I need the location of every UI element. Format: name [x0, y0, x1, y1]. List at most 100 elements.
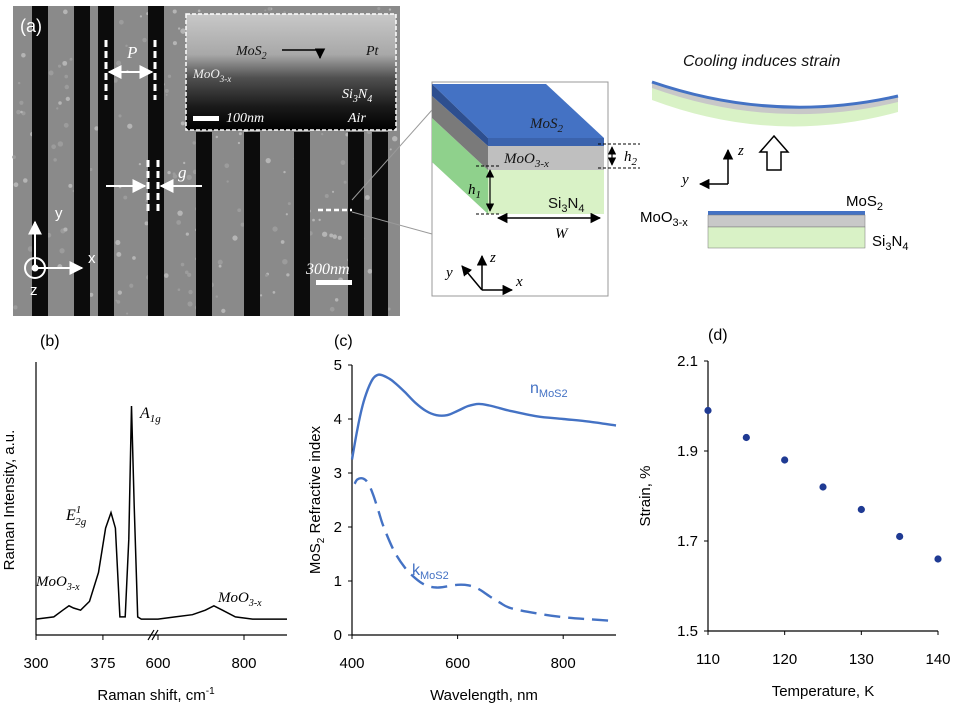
- sem-grain: [58, 101, 62, 105]
- sem-grain: [57, 141, 64, 147]
- sem-axes: y x z: [24, 205, 96, 299]
- sem-grain: [334, 298, 339, 302]
- index-y-tick-label: 0: [334, 627, 342, 644]
- sem-grain: [332, 234, 337, 239]
- index-x-tick-label: 800: [551, 655, 576, 672]
- sem-grain: [48, 70, 54, 76]
- sem-grain: [322, 231, 328, 237]
- inset-pt: Pt: [365, 44, 380, 59]
- inset-mos2: MoS2: [235, 44, 267, 62]
- panel-d-label: (d): [708, 327, 728, 344]
- sem-groove: [196, 132, 212, 316]
- sem-groove: [294, 132, 310, 316]
- panel-b-label: (b): [40, 333, 60, 350]
- sem-grain: [116, 300, 121, 304]
- strain-y-tick-label: 1.7: [677, 533, 698, 550]
- sem-groove: [244, 132, 260, 316]
- sem-grain: [59, 248, 65, 254]
- strain-si3n4: Si3N4: [872, 233, 908, 253]
- sem-grain: [27, 246, 34, 252]
- sem-grain: [215, 135, 219, 139]
- raman-chart: (b) 300 375 600 800 Raman Intensity, a.u. R…: [1, 333, 287, 704]
- strain-data-point: [857, 505, 865, 514]
- sem-grain: [343, 180, 347, 184]
- sem-grain: [180, 28, 186, 34]
- strain-x-tick-label: 130: [849, 651, 874, 668]
- sem-axis-z: z: [30, 282, 38, 299]
- strain-y-tick-label: 2.1: [677, 353, 698, 370]
- sem-grain: [237, 208, 242, 213]
- schematic-w: W: [555, 226, 569, 242]
- index-ylabel: MoS2 Refractive index: [307, 425, 327, 574]
- sem-grain: [167, 74, 172, 79]
- sem-grain: [167, 170, 171, 175]
- sem-grain: [64, 84, 70, 90]
- sem-scale-bar: 300nm: [305, 261, 352, 285]
- sem-grain: [125, 44, 128, 48]
- sem-scale-label: 300nm: [305, 261, 350, 278]
- sem-grain: [324, 193, 329, 198]
- sem-grain: [13, 182, 19, 188]
- k-series-label: kMoS2: [412, 562, 449, 582]
- peak-e2g-label: E1 2g: [65, 504, 87, 528]
- index-y-tick-label: 5: [334, 357, 342, 374]
- sem-grain: [265, 158, 271, 164]
- sem-grain: [65, 96, 70, 102]
- raman-x-tick-label: 600: [145, 655, 170, 672]
- zoom-lines: [351, 109, 433, 235]
- n-mos2-line: [350, 373, 617, 460]
- sem-grain: [142, 37, 147, 43]
- sem-grain: [177, 210, 183, 216]
- raman-spectrum-line: [35, 405, 287, 620]
- period-label: P: [126, 43, 137, 62]
- strain-data-point: [704, 406, 712, 415]
- sem-grain: [237, 141, 241, 145]
- sem-grain: [139, 15, 143, 18]
- schematic-mos2: MoS2: [529, 116, 564, 135]
- sem-grain: [117, 290, 122, 295]
- sem-grain: [172, 174, 178, 179]
- sem-grain: [165, 93, 168, 96]
- index-chart: (c) 0 1 2 3 4 5 400 600 800 nMoS2 kMoS2 MoS2 Ref…: [307, 333, 617, 704]
- sem-grain: [183, 175, 186, 178]
- sem-groove: [98, 6, 114, 316]
- sem-grain: [89, 292, 94, 297]
- k-mos2-line: [353, 477, 617, 623]
- inset-si3n4: Si3N4: [342, 87, 372, 105]
- sem-grain: [163, 273, 169, 278]
- schematic-h2: h2: [624, 149, 638, 168]
- schematic-axis-x: x: [515, 274, 523, 290]
- sem-grain: [176, 220, 182, 225]
- sem-grain: [126, 312, 129, 315]
- sem-grain: [240, 222, 245, 227]
- sem-grain: [21, 52, 26, 58]
- strain-x-tick-label: 140: [925, 651, 950, 668]
- sem-grain: [116, 251, 122, 257]
- sem-grain: [272, 291, 276, 294]
- sem-grain: [264, 9, 267, 12]
- sem-grain: [19, 100, 24, 105]
- sem-grain: [388, 8, 392, 11]
- sem-groove: [372, 132, 388, 316]
- sem-grain: [115, 240, 121, 246]
- sem-grain: [215, 295, 218, 298]
- sem-grain: [94, 126, 99, 131]
- index-y-tick-label: 2: [334, 519, 342, 536]
- sem-grain: [232, 235, 238, 241]
- sem-grain: [127, 123, 133, 129]
- sem-grain: [63, 122, 69, 128]
- schematic-axis-y: y: [444, 265, 453, 281]
- sem-grain: [123, 195, 128, 200]
- sem-grain: [337, 235, 342, 240]
- inset-moo3: MoO3-x: [192, 66, 231, 84]
- strain-data-point: [781, 456, 789, 464]
- raman-xlabel: Raman shift, cm-1: [97, 686, 215, 704]
- gap-label: g: [178, 163, 187, 182]
- sem-grain: [118, 19, 124, 25]
- sem-grain: [53, 158, 57, 162]
- sem-grain: [318, 218, 321, 222]
- sem-grain: [164, 88, 169, 93]
- sem-grain: [345, 133, 349, 137]
- sem-grain: [286, 273, 290, 277]
